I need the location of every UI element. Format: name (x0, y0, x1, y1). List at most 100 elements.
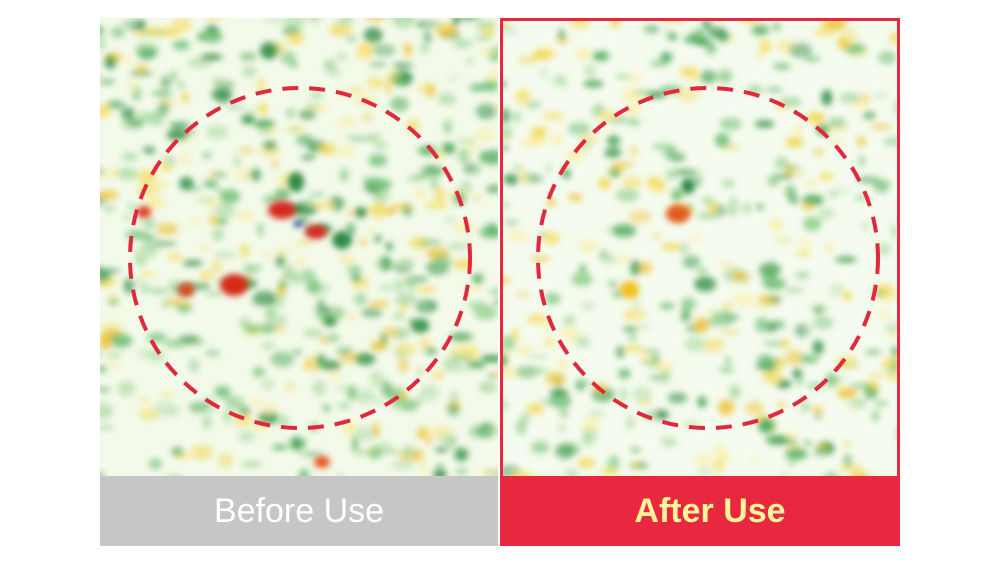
hotspot (314, 456, 330, 468)
texture-speck (480, 355, 498, 362)
texture-speck (777, 402, 787, 409)
texture-speck (503, 125, 513, 140)
texture-speck (891, 360, 897, 372)
texture-speck (732, 292, 755, 307)
texture-speck (885, 372, 897, 381)
texture-speck (623, 175, 642, 189)
texture-speck (558, 406, 569, 419)
texture-speck (274, 246, 291, 256)
texture-speck (150, 288, 168, 294)
texture-speck (429, 302, 438, 309)
texture-speck (762, 277, 787, 290)
texture-speck (627, 118, 641, 127)
texture-speck (298, 468, 310, 476)
texture-speck (816, 124, 830, 136)
texture-speck (837, 387, 857, 399)
texture-speck (312, 202, 335, 209)
texture-speck (718, 399, 735, 416)
texture-speck (805, 325, 813, 334)
texture-speck (337, 116, 357, 127)
texture-speck (884, 322, 897, 333)
texture-speck (558, 118, 566, 125)
texture-speck (335, 145, 356, 158)
texture-speck (172, 18, 192, 33)
texture-speck (479, 46, 498, 57)
texture-speck (615, 345, 625, 359)
texture-speck (159, 100, 177, 105)
texture-speck (457, 137, 477, 145)
texture-speck (696, 214, 718, 219)
texture-speck (503, 277, 512, 284)
texture-speck (336, 474, 344, 476)
texture-speck (705, 42, 717, 55)
texture-speck (575, 381, 593, 387)
texture-speck (877, 242, 891, 256)
texture-speck (277, 414, 289, 428)
texture-speck (134, 279, 147, 285)
texture-speck (203, 179, 218, 188)
texture-speck (724, 355, 732, 366)
after-texture (503, 21, 897, 476)
texture-speck (137, 397, 151, 405)
texture-speck (474, 304, 498, 321)
texture-speck (358, 238, 369, 246)
texture-speck (454, 447, 469, 462)
texture-speck (100, 73, 103, 77)
texture-speck (544, 292, 561, 305)
texture-speck (151, 90, 173, 96)
texture-speck (582, 301, 595, 311)
texture-speck (400, 399, 419, 412)
texture-speck (100, 35, 107, 51)
texture-speck (107, 299, 120, 305)
texture-speck (483, 149, 498, 166)
texture-speck (758, 262, 781, 277)
texture-speck (728, 384, 741, 400)
texture-speck (894, 100, 897, 114)
texture-speck (718, 262, 735, 268)
texture-speck (444, 216, 457, 224)
after-frame (500, 18, 900, 546)
texture-speck (729, 33, 737, 44)
texture-speck (392, 77, 407, 85)
texture-speck (394, 278, 404, 293)
texture-speck (660, 437, 678, 447)
texture-speck (396, 258, 416, 268)
texture-speck (206, 124, 228, 140)
texture-speck (345, 222, 355, 237)
texture-speck (610, 162, 634, 168)
texture-speck (345, 36, 357, 41)
texture-speck (358, 55, 367, 60)
texture-speck (643, 25, 660, 34)
after-circle (536, 86, 880, 430)
texture-speck (874, 400, 888, 407)
texture-speck (411, 318, 430, 334)
texture-speck (257, 103, 268, 115)
texture-speck (303, 360, 312, 370)
texture-speck (375, 400, 386, 405)
texture-speck (639, 352, 654, 363)
texture-speck (765, 435, 790, 445)
texture-speck (628, 145, 639, 158)
texture-speck (566, 150, 582, 163)
texture-speck (181, 92, 189, 103)
texture-speck (814, 413, 822, 420)
texture-speck (759, 295, 779, 302)
texture-speck (121, 152, 139, 162)
texture-speck (889, 353, 897, 360)
texture-speck (713, 457, 725, 473)
before-label-bar (100, 476, 498, 546)
texture-speck (766, 175, 780, 187)
texture-speck (553, 74, 567, 84)
texture-speck (850, 471, 868, 476)
texture-speck (377, 285, 395, 291)
texture-speck (343, 422, 357, 436)
texture-speck (212, 260, 222, 273)
texture-speck (257, 222, 264, 238)
texture-speck (774, 156, 789, 170)
texture-speck (156, 222, 179, 236)
texture-speck (290, 126, 300, 134)
texture-speck (425, 20, 441, 28)
texture-speck (136, 63, 148, 73)
texture-speck (527, 314, 547, 324)
